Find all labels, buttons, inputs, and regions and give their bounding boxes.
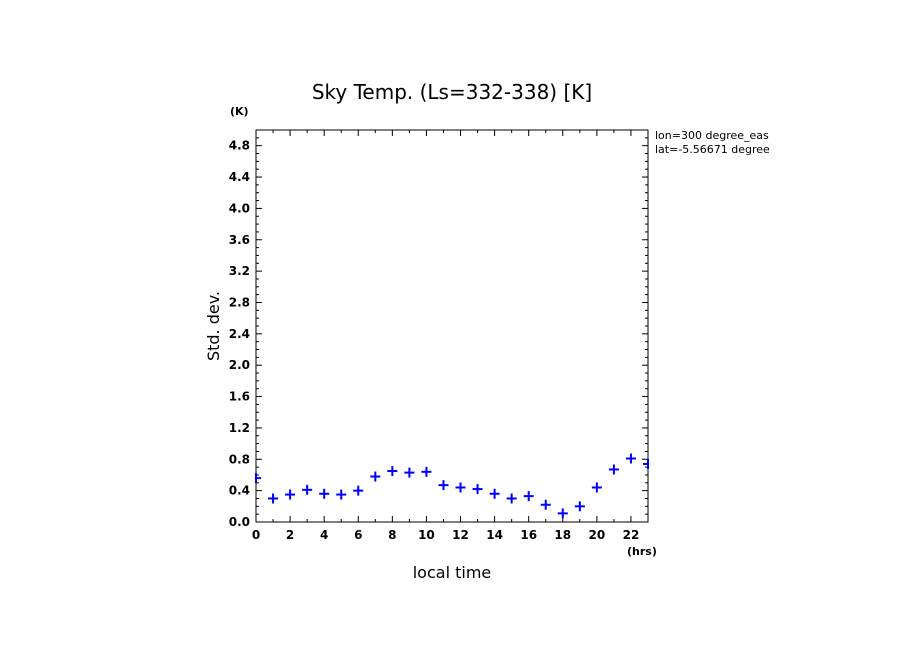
x-tick-label: 2	[286, 528, 294, 542]
data-point	[591, 482, 602, 493]
data-point	[302, 484, 313, 495]
data-point	[489, 488, 500, 499]
y-tick-label: 0.0	[229, 515, 250, 529]
y-tick-label: 4.4	[229, 170, 250, 184]
y-tick-label: 0.8	[229, 452, 250, 466]
x-unit-label: (hrs)	[627, 545, 657, 558]
x-tick-label: 20	[589, 528, 606, 542]
y-tick-label: 2.0	[229, 358, 250, 372]
x-tick-label: 10	[418, 528, 435, 542]
data-point	[557, 508, 568, 519]
y-tick-label: 3.6	[229, 233, 250, 247]
data-point	[608, 464, 619, 475]
x-axis: 0 2 4 6 8 10 12 14 16 18 20 22	[252, 130, 649, 542]
x-axis-title: local time	[413, 563, 492, 582]
y-tick-label: 4.8	[229, 139, 250, 153]
y-tick-label: 4.0	[229, 201, 250, 215]
x-tick-label: 12	[452, 528, 469, 542]
y-tick-label: 1.2	[229, 421, 250, 435]
data-point	[523, 491, 534, 502]
x-tick-label: 4	[320, 528, 328, 542]
x-tick-label: 16	[520, 528, 537, 542]
data-point	[319, 488, 330, 499]
data-point	[353, 485, 364, 496]
x-tick-label: 8	[388, 528, 396, 542]
annotation-lat: lat=-5.56671 degree	[655, 143, 770, 156]
x-tick-label: 0	[252, 528, 260, 542]
data-point	[625, 453, 636, 464]
data-point	[336, 489, 347, 500]
x-tick-label: 14	[486, 528, 503, 542]
y-tick-label: 0.4	[229, 484, 250, 498]
y-tick-label: 2.8	[229, 295, 250, 309]
data-point	[506, 493, 517, 504]
y-tick-label: 3.2	[229, 264, 250, 278]
plot-border	[255, 129, 649, 523]
y-tick-label: 1.6	[229, 390, 250, 404]
y-axis-title: Std. dev.	[204, 291, 223, 361]
data-series	[255, 453, 649, 519]
y-unit-label: (K)	[230, 105, 249, 118]
plot-area	[255, 129, 649, 523]
annotation-lon: lon=300 degree_eas	[655, 129, 769, 142]
y-axis: 0.0 0.4 0.8 1.2 1.6 2.0 2.4 2.8 3.2 3.6 4.0 4.4 4.8	[229, 137, 648, 529]
data-point	[268, 493, 279, 504]
x-tick-label: 6	[354, 528, 362, 542]
data-point	[643, 458, 649, 469]
data-point	[540, 499, 551, 510]
data-point	[574, 501, 585, 512]
y-tick-label: 2.4	[229, 327, 250, 341]
data-point	[404, 467, 415, 478]
data-point	[421, 466, 432, 477]
data-point	[387, 466, 398, 477]
x-tick-label: 22	[623, 528, 640, 542]
data-point	[455, 482, 466, 493]
data-point	[472, 484, 483, 495]
data-point	[285, 489, 296, 500]
chart-title: Sky Temp. (Ls=332-338) [K]	[312, 80, 592, 104]
data-point	[255, 473, 261, 484]
data-point	[370, 471, 381, 482]
data-point	[438, 480, 449, 491]
x-tick-label: 18	[554, 528, 571, 542]
